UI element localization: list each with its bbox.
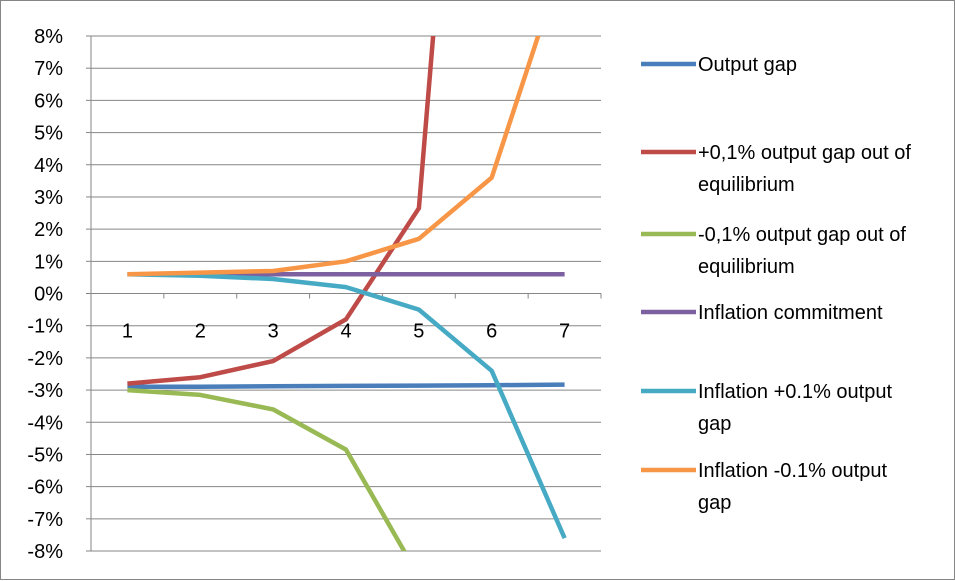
y-tick-label: -4% [27,412,63,434]
x-tick-label: 4 [340,321,351,343]
y-tick-label: 2% [34,219,63,241]
x-tick-label: 5 [413,321,424,343]
legend-entry: -0,1% output gap out of equilibrium [698,224,906,278]
y-tick-label: -5% [27,444,63,466]
legend-entry: Inflation +0.1% output gap [698,381,892,435]
series-line [127,36,436,386]
axes [86,35,602,552]
y-tick-label: 8% [34,26,63,48]
y-tick-label: 6% [34,90,63,112]
legend-entry: Inflation commitment [698,302,883,324]
x-tick-label: 7 [559,321,570,343]
series-line [127,387,407,551]
legend-entry: Output gap [698,54,797,76]
legend-entry: Inflation -0.1% output gap [698,460,887,514]
x-tick-label: 3 [268,321,279,343]
y-tick-label: -7% [27,509,63,531]
y-tick-label: 1% [34,251,63,273]
series-line [127,271,567,539]
x-tick-label: 2 [195,321,206,343]
y-tick-label: 0% [34,284,63,306]
y-tick-label: 7% [34,58,63,80]
series-line [127,382,565,390]
y-tick-label: -1% [27,316,63,338]
x-tick-label: 6 [486,321,497,343]
legend: Output gap +0,1% output gap out of equilib… [641,54,911,514]
series-line [127,36,541,277]
y-tick-label: 4% [34,155,63,177]
y-tick-label: 5% [34,123,63,145]
series-lines [127,36,567,551]
y-tick-label: -6% [27,477,63,499]
x-tick-label: 1 [122,321,133,343]
y-tick-label: -8% [27,541,63,563]
x-axis-tick-labels: 1 2 3 4 5 6 7 [122,321,570,343]
legend-entry: +0,1% output gap out of equilibrium [698,142,911,196]
y-axis-tick-labels: 8% 7% 6% 5% 4% 3% 2% 1% 0% -1% -2% -3% -4% -5% -6% -7% -… [27,26,63,563]
y-tick-label: -2% [27,348,63,370]
y-tick-label: 3% [34,187,63,209]
y-tick-label: -3% [27,380,63,402]
